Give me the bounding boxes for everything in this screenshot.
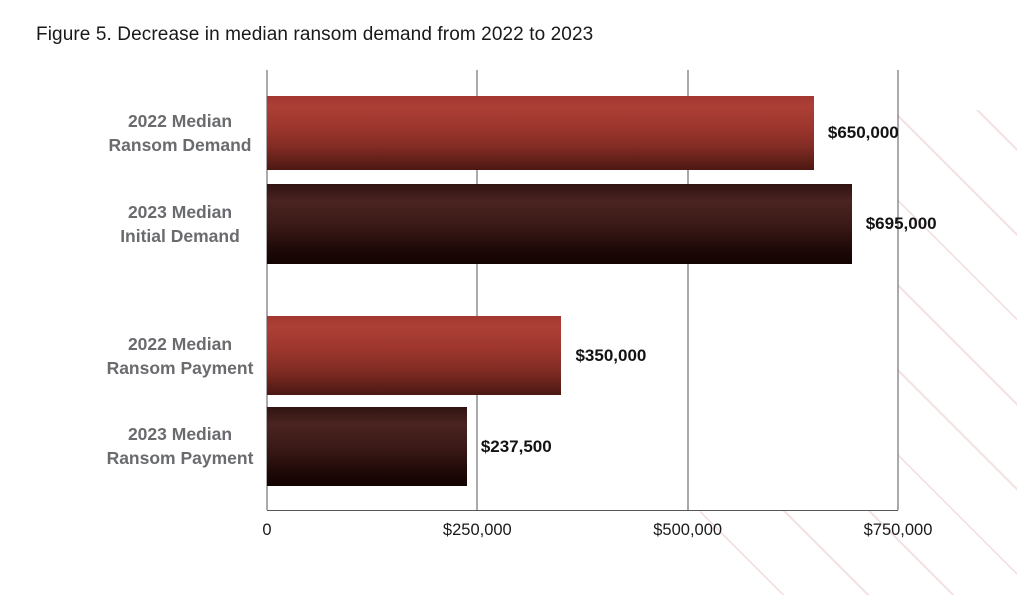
category-label-2022-median-ransom-payment: 2022 Median Ransom Payment bbox=[30, 332, 330, 380]
gridline-500k bbox=[687, 70, 689, 510]
category-label-line: Ransom Payment bbox=[106, 448, 254, 468]
gridline-250k bbox=[476, 70, 478, 510]
value-label: $695,000 bbox=[865, 214, 937, 233]
category-label-line: 2023 Median bbox=[127, 424, 233, 444]
bar-2023-median-initial-demand bbox=[267, 184, 852, 264]
x-axis-tick-label-500k: $500,000 bbox=[653, 521, 723, 539]
value-label: $350,000 bbox=[575, 345, 647, 365]
category-label-line: Initial Demand bbox=[120, 226, 240, 246]
bar-2023-median-ransom-payment bbox=[267, 407, 467, 486]
category-label-line: 2022 Median bbox=[127, 111, 233, 131]
gridline-750k bbox=[897, 70, 899, 510]
category-label-line: Ransom Demand bbox=[108, 135, 252, 155]
plot-area: $650,000 $695,000 $350,000 $237,500 bbox=[266, 70, 937, 511]
category-label-2023-median-ransom-payment: 2023 Median Ransom Payment bbox=[30, 422, 330, 470]
category-label-2022-median-ransom-demand: 2022 Median Ransom Demand bbox=[30, 109, 330, 157]
bar-2022-median-ransom-payment bbox=[267, 316, 562, 395]
bar-2022-median-ransom-demand bbox=[267, 96, 814, 170]
category-label-line: 2022 Median bbox=[127, 334, 233, 354]
value-label: $650,000 bbox=[827, 123, 899, 142]
x-axis: 0 $250,000 $500,000 $750,000 bbox=[262, 521, 932, 545]
bar-row: $237,500 bbox=[267, 407, 898, 486]
category-label-line: 2023 Median bbox=[127, 202, 233, 222]
value-label: $237,500 bbox=[480, 436, 552, 456]
bar-row: $695,000 bbox=[267, 184, 937, 264]
category-label-2023-median-initial-demand: 2023 Median Initial Demand bbox=[30, 200, 330, 248]
x-axis-tick-label-0: 0 bbox=[262, 521, 272, 539]
category-label-line: Ransom Payment bbox=[106, 358, 254, 378]
x-axis-tick-label-750k: $750,000 bbox=[863, 521, 933, 539]
x-axis-tick-label-250k: $250,000 bbox=[442, 521, 512, 539]
gridline-0 bbox=[266, 70, 268, 510]
bar-row: $350,000 bbox=[267, 316, 898, 395]
bar-row: $650,000 bbox=[267, 96, 899, 170]
chart-title: Figure 5. Decrease in median ransom dema… bbox=[36, 24, 594, 45]
